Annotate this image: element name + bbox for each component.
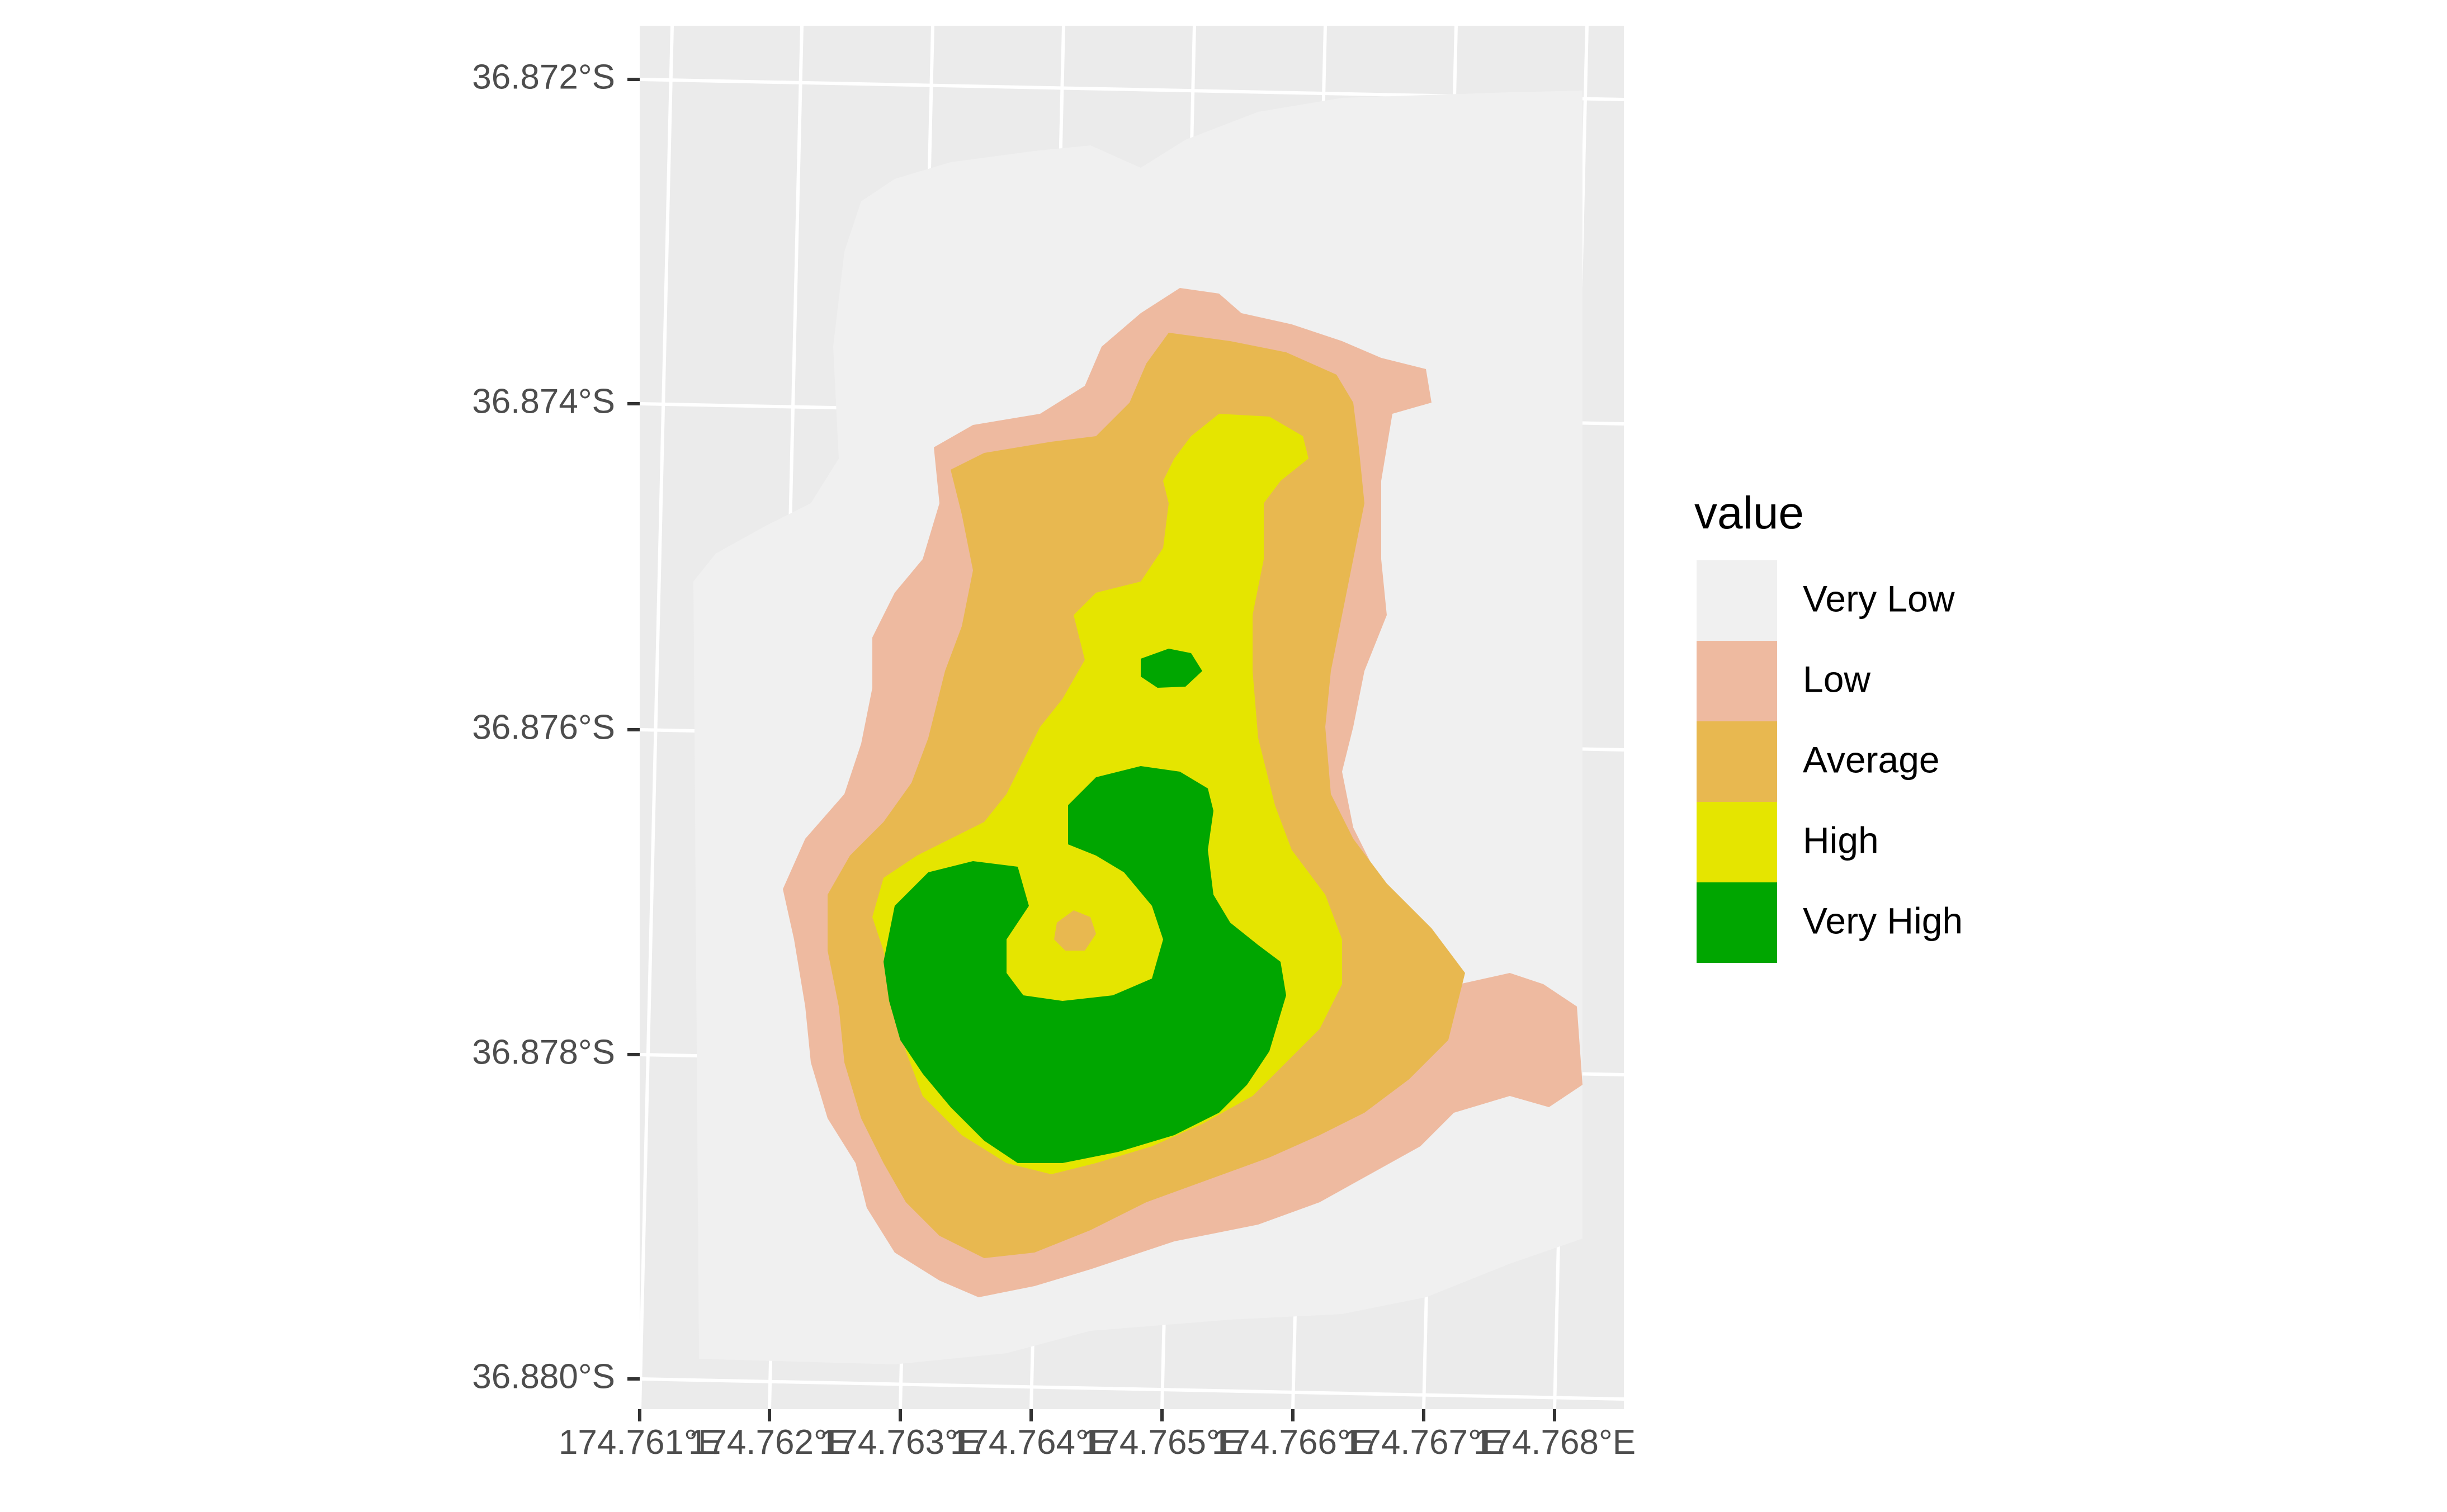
y-tick: 36.872°S xyxy=(472,58,640,96)
x-tick-label: 174.766°E xyxy=(1212,1423,1374,1462)
y-tick-label: 36.872°S xyxy=(472,58,615,96)
region-low-small xyxy=(1054,910,1096,951)
legend-entry: Very Low xyxy=(1697,560,1955,641)
x-axis: 174.761°E 174.762°E 174.763°E 174.764°E … xyxy=(559,1409,1636,1462)
x-tick: 174.768°E xyxy=(1473,1409,1636,1462)
y-tick: 36.876°S xyxy=(472,708,640,746)
legend-swatch xyxy=(1697,802,1777,882)
legend-entry: High xyxy=(1697,802,1879,882)
y-tick: 36.880°S xyxy=(472,1357,640,1396)
y-tick-label: 36.878°S xyxy=(472,1033,615,1071)
y-tick-label: 36.874°S xyxy=(472,382,615,420)
legend-entry: Average xyxy=(1697,721,1940,802)
x-tick: 174.767°E xyxy=(1343,1409,1505,1462)
x-tick: 174.762°E xyxy=(688,1409,851,1462)
x-tick-label: 174.763°E xyxy=(819,1423,981,1462)
legend: value Very Low Low Average High Very Hig… xyxy=(1694,488,1963,963)
x-tick: 174.761°E xyxy=(559,1409,721,1462)
y-tick: 36.874°S xyxy=(472,382,640,420)
region-very-high xyxy=(884,766,1286,1163)
y-tick: 36.878°S xyxy=(472,1033,640,1071)
x-tick: 174.764°E xyxy=(950,1409,1112,1462)
x-tick-label: 174.762°E xyxy=(688,1423,851,1462)
legend-swatch xyxy=(1697,721,1777,802)
y-axis: 36.872°S 36.874°S 36.876°S 36.878°S 36.8… xyxy=(472,58,640,1396)
legend-entry: Very High xyxy=(1697,882,1963,963)
x-tick-label: 174.761°E xyxy=(559,1423,721,1462)
legend-label: High xyxy=(1803,819,1879,861)
x-tick-label: 174.767°E xyxy=(1343,1423,1505,1462)
x-tick: 174.766°E xyxy=(1212,1409,1374,1462)
legend-label: Very Low xyxy=(1803,578,1955,619)
region-very-high-small xyxy=(1141,649,1202,688)
legend-entry: Low xyxy=(1697,641,1870,721)
legend-swatch xyxy=(1697,882,1777,963)
legend-swatch xyxy=(1697,560,1777,641)
legend-label: Average xyxy=(1803,739,1940,780)
x-tick-label: 174.765°E xyxy=(1081,1423,1243,1462)
x-tick: 174.765°E xyxy=(1081,1409,1243,1462)
legend-label: Low xyxy=(1803,658,1870,700)
x-tick: 174.763°E xyxy=(819,1409,981,1462)
y-tick-label: 36.876°S xyxy=(472,708,615,746)
legend-swatch xyxy=(1697,641,1777,721)
x-tick-label: 174.768°E xyxy=(1473,1423,1636,1462)
y-tick-label: 36.880°S xyxy=(472,1357,615,1396)
legend-title: value xyxy=(1694,488,1804,538)
x-tick-label: 174.764°E xyxy=(950,1423,1112,1462)
legend-label: Very High xyxy=(1803,900,1963,941)
